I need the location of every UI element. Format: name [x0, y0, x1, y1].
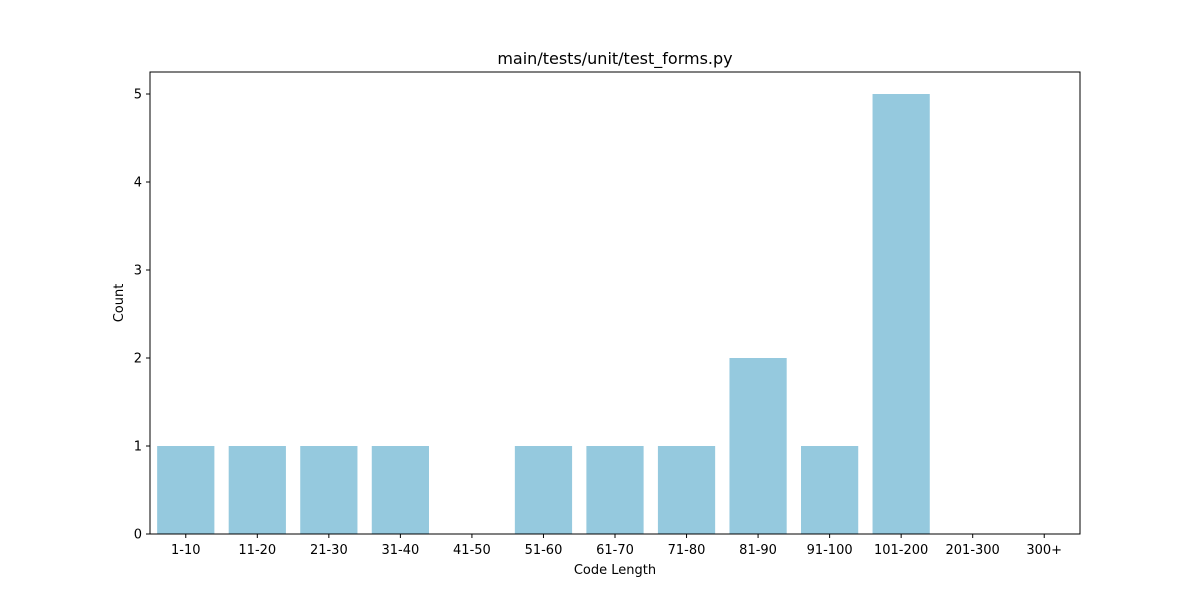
- x-tick-label: 91-100: [807, 543, 853, 558]
- x-tick-label: 61-70: [596, 543, 634, 558]
- x-tick-label: 41-50: [453, 543, 491, 558]
- bar-31-40: [371, 446, 429, 534]
- x-tick-label: 81-90: [739, 543, 777, 558]
- x-tick-label: 101-200: [874, 543, 928, 558]
- x-tick-label: 300+: [1026, 543, 1062, 558]
- bar-61-70: [586, 446, 644, 534]
- y-tick-label: 0: [134, 528, 142, 543]
- y-tick-label: 3: [134, 264, 142, 279]
- x-tick-label: 71-80: [668, 543, 706, 558]
- y-axis: 0 1 2 3 4 5: [134, 88, 150, 543]
- bar-81-90: [729, 358, 787, 534]
- bar-71-80: [657, 446, 716, 534]
- x-tick-label: 1-10: [171, 543, 201, 558]
- y-axis-label: Count: [112, 284, 127, 323]
- bar-51-60: [514, 446, 573, 534]
- x-tick-label: 21-30: [310, 543, 348, 558]
- y-tick-label: 2: [134, 352, 142, 367]
- x-tick-label: 201-300: [946, 543, 1000, 558]
- y-tick-label: 1: [134, 440, 142, 455]
- x-axis-label: Code Length: [574, 563, 656, 578]
- x-tick-label: 31-40: [381, 543, 419, 558]
- chart-title: main/tests/unit/test_forms.py: [497, 49, 732, 69]
- x-axis: 1-10 11-20 21-30 31-40 41-50 51-60 61-70 71-80 8…: [171, 534, 1062, 558]
- y-tick-label: 5: [134, 88, 142, 103]
- bar-11-20: [228, 446, 286, 534]
- bar-1-10: [157, 446, 215, 534]
- x-tick-label: 11-20: [238, 543, 276, 558]
- bar-101-200: [872, 94, 930, 534]
- bars-group: [157, 94, 930, 534]
- bar-91-100: [801, 446, 859, 534]
- bar-21-30: [300, 446, 358, 534]
- y-tick-label: 4: [134, 176, 142, 191]
- x-tick-label: 51-60: [525, 543, 563, 558]
